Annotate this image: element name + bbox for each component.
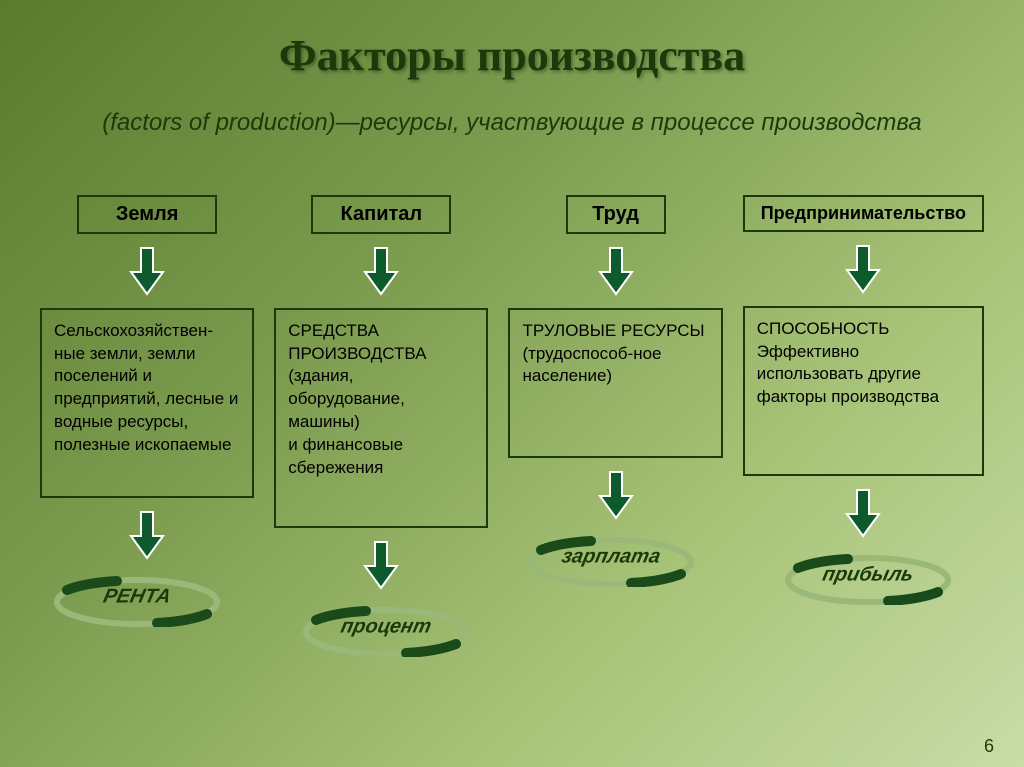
page-number: 6 xyxy=(984,736,994,757)
arrow-down-icon xyxy=(845,488,881,538)
factor-description: ТРУЛОВЫЕ РЕСУРСЫ (трудоспособ-ное населе… xyxy=(508,308,722,458)
result-ellipse: зарплата xyxy=(526,532,696,587)
factor-column-entrepreneurship: Предпринимательство СПОСОБНОСТЬ Эффектив… xyxy=(743,195,984,657)
factor-description: Сельскохозяйствен-ные земли, земли посел… xyxy=(40,308,254,498)
factor-label: Земля xyxy=(77,195,217,234)
arrow-down-icon xyxy=(129,246,165,296)
arrow-down-icon xyxy=(363,540,399,590)
slide-subtitle: (factors of production)—ресурсы, участву… xyxy=(40,106,984,140)
arrow-down-icon xyxy=(129,510,165,560)
result-ellipse: процент xyxy=(301,602,471,657)
factor-column-capital: Капитал СРЕДСТВА ПРОИЗВОДСТВА (здания, о… xyxy=(274,195,488,657)
factor-description: СПОСОБНОСТЬ Эффективно использовать друг… xyxy=(743,306,984,476)
result-label: прибыль xyxy=(821,564,916,587)
factor-label: Капитал xyxy=(311,195,451,234)
arrow-down-icon xyxy=(363,246,399,296)
arrow-down-icon xyxy=(598,246,634,296)
factor-label: Предпринимательство xyxy=(743,195,984,232)
result-label: РЕНТА xyxy=(101,586,173,609)
slide: Факторы производства (factors of product… xyxy=(0,0,1024,767)
factor-label: Труд xyxy=(566,195,666,234)
factors-row: Земля Сельскохозяйствен-ные земли, земли… xyxy=(40,195,984,657)
factor-column-labor: Труд ТРУЛОВЫЕ РЕСУРСЫ (трудоспособ-ное н… xyxy=(508,195,722,657)
result-label: процент xyxy=(339,616,434,639)
result-label: зарплата xyxy=(559,546,662,569)
result-ellipse: прибыль xyxy=(783,550,953,605)
factor-description: СРЕДСТВА ПРОИЗВОДСТВА (здания, оборудова… xyxy=(274,308,488,528)
arrow-down-icon xyxy=(598,470,634,520)
arrow-down-icon xyxy=(845,244,881,294)
factor-column-land: Земля Сельскохозяйствен-ные земли, земли… xyxy=(40,195,254,657)
result-ellipse: РЕНТА xyxy=(52,572,222,627)
slide-title: Факторы производства xyxy=(40,30,984,81)
